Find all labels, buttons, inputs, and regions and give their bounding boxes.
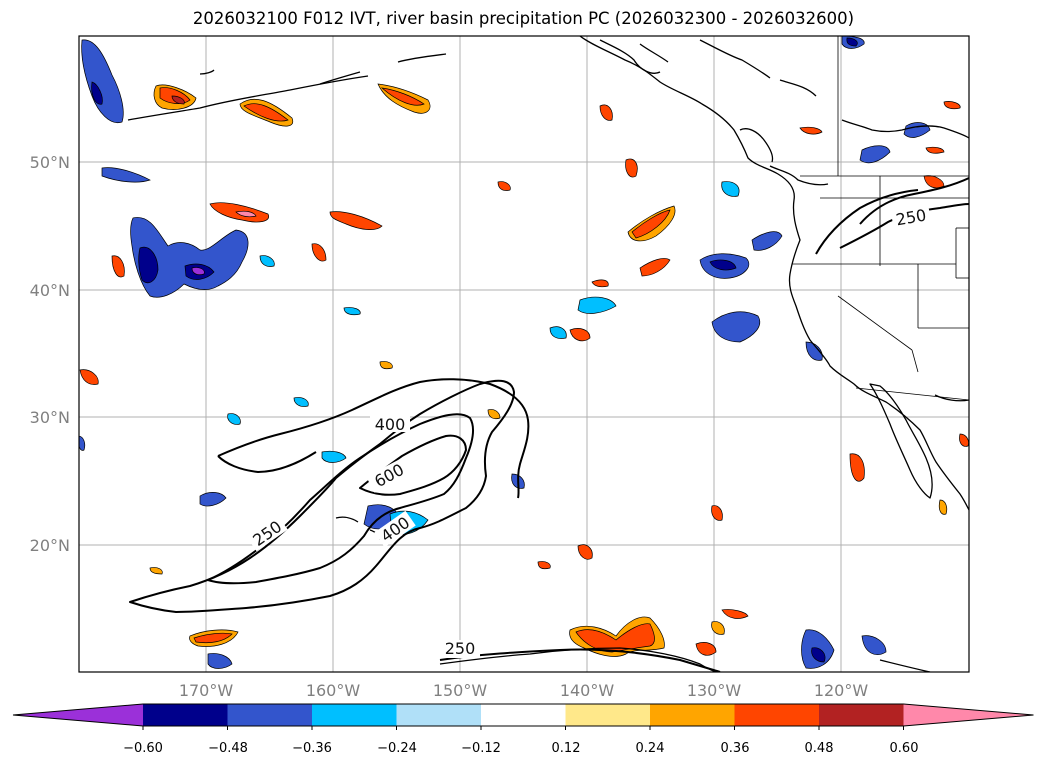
contour-label-250b: 250 <box>445 639 476 658</box>
gridlines <box>79 36 969 672</box>
colorbar-tick-label: −0.36 <box>292 741 332 756</box>
lon-label-120w: 120°W <box>814 681 869 700</box>
borders <box>792 36 969 401</box>
colorbar-tick-label: 0.24 <box>636 741 665 756</box>
lon-label-170w: 170°W <box>179 681 234 700</box>
colorbar-segment <box>227 704 313 726</box>
colorbar-tick-label: 0.48 <box>805 741 834 756</box>
positive-pc-blobs <box>79 83 969 657</box>
lat-label-40n: 40°N <box>30 281 70 300</box>
colorbar <box>12 703 1034 730</box>
colorbar-segment <box>143 704 228 726</box>
lat-label-20n: 20°N <box>30 536 70 555</box>
colorbar-tick-label: 0.36 <box>721 741 750 756</box>
colorbar-segment <box>312 704 397 726</box>
map-title: 2026032100 F012 IVT, river basin precipi… <box>192 9 855 28</box>
colorbar-tick-label: 0.60 <box>890 741 919 756</box>
longitude-labels: 170°W 160°W 150°W 140°W 130°W 120°W <box>179 681 869 700</box>
lat-label-50n: 50°N <box>30 153 70 172</box>
colorbar-segment <box>650 704 735 726</box>
latitude-labels: 50°N 40°N 30°N 20°N <box>30 153 70 555</box>
colorbar-tick-label: −0.60 <box>123 741 163 756</box>
colorbar-segment <box>396 704 482 726</box>
colorbar-tick-label: −0.12 <box>461 741 501 756</box>
contour-label-400a: 400 <box>375 415 406 434</box>
lon-label-160w: 160°W <box>306 681 361 700</box>
colorbar-tick-label: −0.24 <box>377 741 417 756</box>
colorbar-tick-label: 0.12 <box>552 741 581 756</box>
colorbar-segment <box>481 704 566 726</box>
colorbar-segment <box>819 704 904 726</box>
map-background <box>79 36 969 672</box>
colorbar-segment <box>13 704 143 726</box>
lat-label-30n: 30°N <box>30 408 70 427</box>
colorbar-segment <box>734 704 820 726</box>
colorbar-segment <box>565 704 651 726</box>
lon-label-140w: 140°W <box>560 681 615 700</box>
map-frame <box>78 35 970 673</box>
colorbar-tick-label: −0.48 <box>208 741 248 756</box>
colorbar-ticks: −0.60 −0.48 −0.36 −0.24 −0.12 0.12 0.24 … <box>123 741 918 756</box>
lon-label-150w: 150°W <box>433 681 488 700</box>
lon-label-130w: 130°W <box>687 681 742 700</box>
colorbar-segment <box>903 704 1034 726</box>
